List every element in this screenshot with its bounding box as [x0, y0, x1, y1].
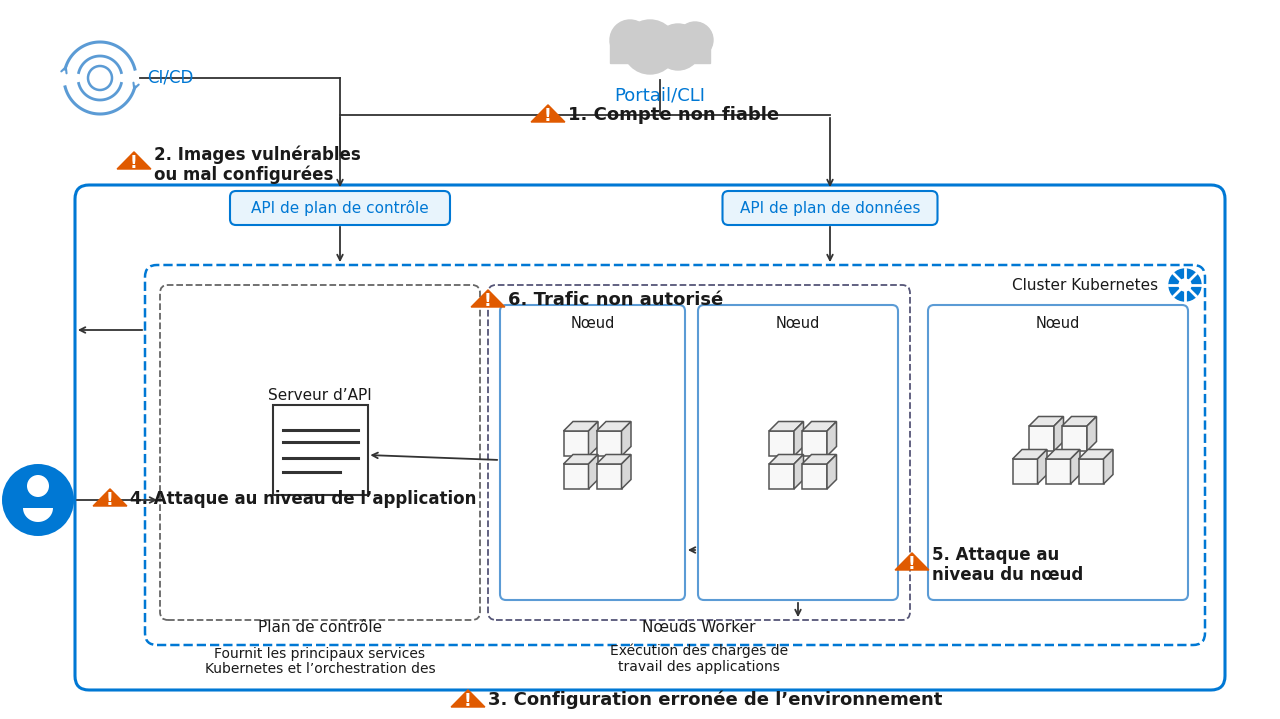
Bar — [1062, 426, 1087, 451]
Circle shape — [3, 464, 74, 536]
Text: CI/CD: CI/CD — [147, 69, 193, 87]
Text: !: ! — [131, 154, 138, 172]
Text: Nœud: Nœud — [571, 316, 614, 331]
Polygon shape — [471, 290, 504, 307]
Bar — [803, 464, 827, 489]
Circle shape — [1179, 279, 1190, 291]
Polygon shape — [451, 690, 485, 707]
Text: API de plan de contrôle: API de plan de contrôle — [251, 200, 429, 216]
Text: 6. Trafic non autorisé: 6. Trafic non autorisé — [507, 291, 723, 309]
Text: 3. Configuration erronée de l’environnement: 3. Configuration erronée de l’environnem… — [488, 691, 942, 709]
Polygon shape — [563, 421, 598, 431]
Bar — [769, 464, 794, 489]
FancyBboxPatch shape — [76, 185, 1225, 690]
Polygon shape — [531, 105, 564, 122]
Polygon shape — [622, 421, 631, 456]
Bar — [596, 431, 622, 456]
Circle shape — [27, 475, 49, 497]
Polygon shape — [803, 454, 837, 464]
FancyBboxPatch shape — [722, 191, 937, 225]
Polygon shape — [23, 508, 52, 522]
Polygon shape — [827, 421, 837, 456]
FancyBboxPatch shape — [160, 285, 480, 620]
Polygon shape — [1079, 449, 1114, 459]
Text: !: ! — [908, 555, 916, 573]
Text: !: ! — [484, 292, 492, 310]
Bar — [563, 464, 589, 489]
Polygon shape — [895, 553, 929, 570]
Polygon shape — [1103, 449, 1114, 484]
Circle shape — [677, 22, 713, 58]
Text: 2. Images vulnérables: 2. Images vulnérables — [154, 146, 360, 164]
Text: Fournit les principaux services: Fournit les principaux services — [215, 647, 425, 661]
Bar — [1012, 459, 1038, 484]
FancyBboxPatch shape — [928, 305, 1188, 600]
Circle shape — [1169, 269, 1201, 301]
Polygon shape — [1012, 449, 1047, 459]
Bar — [1079, 459, 1103, 484]
Text: Serveur d’API: Serveur d’API — [268, 388, 372, 403]
Polygon shape — [769, 421, 804, 431]
Polygon shape — [1087, 416, 1097, 451]
Polygon shape — [116, 152, 151, 169]
Text: Exécution des charges de: Exécution des charges de — [611, 644, 788, 659]
Text: !: ! — [544, 107, 552, 125]
Text: API de plan de données: API de plan de données — [740, 200, 920, 216]
FancyBboxPatch shape — [488, 285, 910, 620]
FancyBboxPatch shape — [698, 305, 899, 600]
Polygon shape — [563, 454, 598, 464]
Polygon shape — [1062, 416, 1097, 426]
Text: 1. Compte non fiable: 1. Compte non fiable — [567, 106, 778, 124]
Bar — [596, 464, 622, 489]
Polygon shape — [827, 454, 837, 489]
Bar — [1029, 426, 1053, 451]
Text: Nœuds Worker: Nœuds Worker — [643, 620, 755, 634]
Polygon shape — [622, 454, 631, 489]
Polygon shape — [596, 454, 631, 464]
Bar — [563, 431, 589, 456]
Polygon shape — [1038, 449, 1047, 484]
Text: !: ! — [465, 692, 472, 710]
Polygon shape — [794, 454, 804, 489]
Polygon shape — [794, 421, 804, 456]
Bar — [803, 431, 827, 456]
Text: Nœud: Nœud — [776, 316, 820, 331]
Bar — [611, 41, 710, 63]
Polygon shape — [596, 421, 631, 431]
Polygon shape — [1053, 416, 1064, 451]
Text: Portail/CLI: Portail/CLI — [614, 86, 705, 104]
Text: ou mal configurées: ou mal configurées — [154, 166, 333, 184]
Polygon shape — [1029, 416, 1064, 426]
Bar — [769, 431, 794, 456]
Text: !: ! — [106, 491, 114, 509]
FancyBboxPatch shape — [145, 265, 1204, 645]
Text: travail des applications: travail des applications — [618, 660, 780, 674]
Polygon shape — [589, 454, 598, 489]
Text: 4. Attaque au niveau de l’application: 4. Attaque au niveau de l’application — [129, 490, 476, 508]
Text: Nœud: Nœud — [1036, 316, 1080, 331]
Bar — [273, 405, 367, 495]
Polygon shape — [93, 489, 127, 506]
FancyBboxPatch shape — [230, 191, 451, 225]
Text: 5. Attaque au: 5. Attaque au — [932, 546, 1059, 564]
Polygon shape — [1046, 449, 1080, 459]
Text: Plan de contrôle: Plan de contrôle — [259, 620, 381, 634]
Polygon shape — [803, 421, 837, 431]
Polygon shape — [1070, 449, 1080, 484]
Circle shape — [611, 20, 650, 60]
Text: niveau du nœud: niveau du nœud — [932, 566, 1083, 584]
Polygon shape — [769, 454, 804, 464]
Circle shape — [655, 24, 701, 70]
Polygon shape — [589, 421, 598, 456]
Text: Cluster Kubernetes: Cluster Kubernetes — [1012, 278, 1158, 293]
Circle shape — [623, 20, 677, 74]
Text: Kubernetes et l’orchestration des: Kubernetes et l’orchestration des — [205, 662, 435, 676]
Bar — [1046, 459, 1070, 484]
FancyBboxPatch shape — [500, 305, 685, 600]
